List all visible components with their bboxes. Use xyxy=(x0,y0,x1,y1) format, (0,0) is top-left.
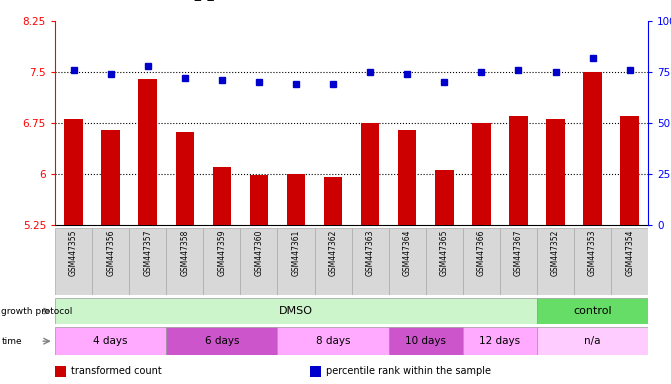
Bar xyxy=(278,327,389,355)
Bar xyxy=(361,123,379,225)
Bar xyxy=(213,167,231,225)
Bar xyxy=(583,72,602,225)
Bar xyxy=(166,228,203,295)
Bar xyxy=(621,116,639,225)
Text: 4 days: 4 days xyxy=(93,336,128,346)
Text: 6 days: 6 days xyxy=(205,336,239,346)
Text: time: time xyxy=(1,337,22,346)
Text: GSM447365: GSM447365 xyxy=(440,230,449,276)
Text: GSM447361: GSM447361 xyxy=(291,230,301,276)
Text: GSM447354: GSM447354 xyxy=(625,230,634,276)
Bar xyxy=(463,228,500,295)
Bar xyxy=(398,130,417,225)
Bar xyxy=(240,228,278,295)
Bar xyxy=(287,174,305,225)
Bar xyxy=(176,132,194,225)
Text: GSM447364: GSM447364 xyxy=(403,230,412,276)
Bar xyxy=(389,327,463,355)
Text: GSM447360: GSM447360 xyxy=(254,230,264,276)
Text: GSM447358: GSM447358 xyxy=(180,230,189,276)
Text: growth protocol: growth protocol xyxy=(1,306,72,316)
Bar xyxy=(324,177,342,225)
Text: GSM447362: GSM447362 xyxy=(329,230,338,276)
Bar xyxy=(92,228,130,295)
Text: DMSO: DMSO xyxy=(279,306,313,316)
Bar xyxy=(55,298,537,324)
Bar xyxy=(130,228,166,295)
Bar xyxy=(315,228,352,295)
Bar xyxy=(537,327,648,355)
Text: GSM447367: GSM447367 xyxy=(514,230,523,276)
Bar xyxy=(55,228,92,295)
Bar xyxy=(500,228,537,295)
Bar xyxy=(278,228,315,295)
Text: 12 days: 12 days xyxy=(479,336,521,346)
Bar xyxy=(389,228,426,295)
Bar xyxy=(472,123,491,225)
Text: GSM447353: GSM447353 xyxy=(588,230,597,276)
Bar xyxy=(55,327,166,355)
Bar xyxy=(537,228,574,295)
Text: percentile rank within the sample: percentile rank within the sample xyxy=(326,366,491,376)
Bar xyxy=(435,170,454,225)
Bar xyxy=(138,79,157,225)
Text: GSM447366: GSM447366 xyxy=(477,230,486,276)
Text: GSM447357: GSM447357 xyxy=(143,230,152,276)
Bar xyxy=(203,228,240,295)
Bar xyxy=(537,298,648,324)
Bar xyxy=(611,228,648,295)
Bar xyxy=(101,130,120,225)
Bar xyxy=(166,327,278,355)
Text: GSM447355: GSM447355 xyxy=(69,230,78,276)
Bar xyxy=(64,119,83,225)
Bar xyxy=(463,327,537,355)
Text: GSM447363: GSM447363 xyxy=(366,230,374,276)
Text: GSM447352: GSM447352 xyxy=(551,230,560,276)
Text: transformed count: transformed count xyxy=(71,366,162,376)
Bar xyxy=(574,228,611,295)
Bar xyxy=(250,175,268,225)
Text: GSM447356: GSM447356 xyxy=(106,230,115,276)
Text: control: control xyxy=(573,306,612,316)
Bar xyxy=(546,119,565,225)
Text: GSM447359: GSM447359 xyxy=(217,230,226,276)
Bar xyxy=(509,116,527,225)
Text: n/a: n/a xyxy=(584,336,601,346)
Text: 8 days: 8 days xyxy=(316,336,350,346)
Text: 10 days: 10 days xyxy=(405,336,446,346)
Bar xyxy=(352,228,389,295)
Bar xyxy=(426,228,463,295)
